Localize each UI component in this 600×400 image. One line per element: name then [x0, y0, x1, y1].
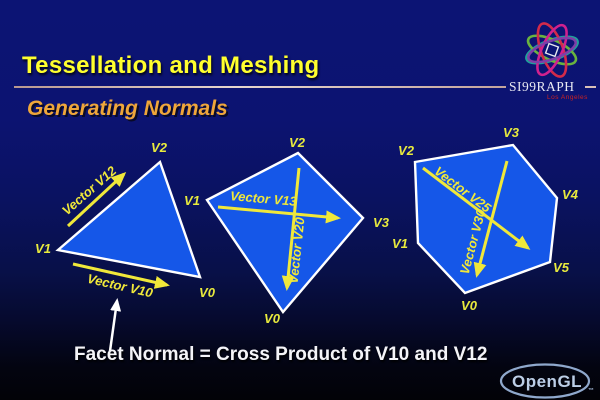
vector-v12-arrow	[66, 171, 127, 228]
triangle-vertex-v1: V1	[35, 241, 51, 256]
slide-subtitle: Generating Normals	[27, 97, 228, 120]
triangle-vertex-v0: V0	[199, 285, 216, 300]
triangle-shape	[55, 159, 202, 279]
hexagon-vertex-v5: V5	[553, 260, 570, 275]
hexagon-shape	[413, 143, 559, 295]
vector-v25-arrow	[422, 166, 531, 250]
quad-diagram: Vector V13 Vector V20 V2 V1 V3 V0	[184, 135, 390, 326]
title-rule-right-dash	[585, 86, 596, 88]
page-title: Tessellation and Meshing	[22, 52, 320, 79]
opengl-logo-icon: OpenGL ™	[499, 363, 594, 399]
hexagon-vertex-v3: V3	[503, 125, 520, 140]
hexagon-vertex-v2: V2	[398, 143, 415, 158]
quad-vertex-v2: V2	[289, 135, 306, 150]
siggraph-logo-icon	[525, 22, 579, 78]
siggraph-logo-city: Los Angeles	[547, 94, 588, 101]
vector-v13-arrow	[217, 205, 341, 224]
vector-v20-arrow	[281, 167, 301, 291]
vector-v30-arrow	[473, 160, 509, 278]
vector-v20-label: Vector V20	[286, 216, 308, 285]
vector-v10-arrow	[72, 262, 170, 289]
vector-v13-label: Vector V13	[229, 188, 298, 209]
quad-shape	[205, 151, 365, 314]
quad-vertex-v3: V3	[373, 215, 390, 230]
title-rule	[14, 86, 506, 88]
hexagon-vertex-v1: V1	[392, 236, 408, 251]
quad-vertex-v1: V1	[184, 193, 200, 208]
hexagon-vertex-v4: V4	[562, 187, 579, 202]
triangle-diagram: Vector V12 Vector V10 V2 V1 V0	[35, 140, 216, 301]
opengl-tm-mark: ™	[588, 387, 594, 394]
hexagon-vertex-v0: V0	[461, 298, 478, 313]
quad-vertex-v0: V0	[264, 311, 281, 326]
opengl-logo-text: OpenGL	[512, 372, 582, 391]
callout-arrow	[108, 298, 122, 352]
facet-normal-caption: Facet Normal = Cross Product of V10 and …	[74, 344, 488, 365]
triangle-vertex-v2: V2	[151, 140, 168, 155]
siggraph-logo-text: SI99RAPH	[509, 79, 575, 94]
hexagon-diagram: Vector V25 Vector V30 V2 V3 V4 V5 V0 V1	[392, 125, 579, 313]
